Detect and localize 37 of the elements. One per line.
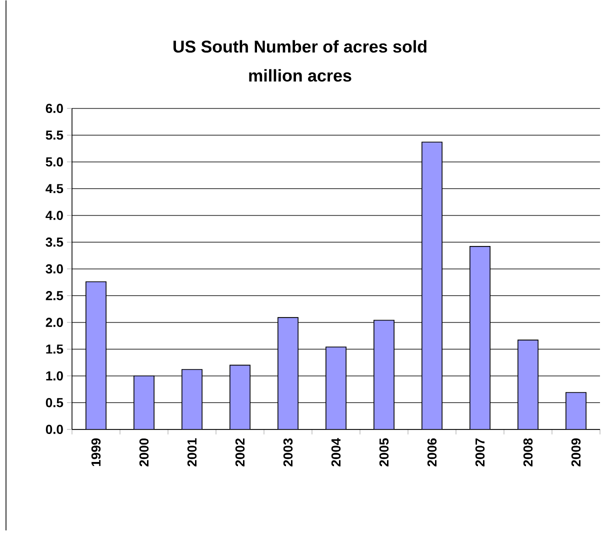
- bar: [278, 317, 298, 430]
- y-tick-label: 1.5: [46, 344, 64, 354]
- y-tick-label: 5.0: [46, 157, 63, 166]
- chart-title: US South Number of acres sold: [174, 40, 426, 52]
- y-tick-label: 3.5: [46, 237, 64, 247]
- bar: [326, 346, 346, 430]
- y-tick-label: 3.0: [46, 264, 63, 274]
- x-tick-label: 2004: [331, 438, 341, 466]
- y-tick-label: 2.0: [46, 318, 63, 327]
- bar: [182, 369, 202, 430]
- bar: [518, 340, 538, 430]
- bar: [566, 392, 586, 430]
- x-tick-label: 2009: [571, 438, 581, 466]
- y-tick-label: 2.5: [46, 290, 64, 300]
- bar: [374, 320, 394, 430]
- bar: [422, 142, 442, 430]
- bar: [230, 365, 250, 430]
- y-tick-label: 6.0: [46, 104, 63, 113]
- x-tick-label: 2000: [139, 438, 149, 466]
- chart-subtitle: million acres: [249, 68, 352, 82]
- x-tick-label: 2001: [187, 438, 197, 466]
- y-tick-label: 0.5: [46, 398, 64, 408]
- x-tick-label: 2005: [379, 438, 389, 466]
- x-tick-label: 1999: [91, 438, 101, 466]
- x-tick-label: 2002: [235, 438, 245, 466]
- bar: [470, 246, 490, 430]
- y-tick-label: 0.0: [46, 424, 63, 434]
- y-tick-label: 4.0: [46, 210, 63, 220]
- y-tick-label: 1.0: [46, 371, 63, 380]
- x-tick-label: 2006: [427, 438, 437, 466]
- bar: [86, 282, 106, 430]
- x-tick-label: 2008: [523, 438, 533, 466]
- x-tick-label: 2003: [283, 438, 293, 466]
- y-tick-label: 5.5: [46, 130, 64, 140]
- y-tick-label: 4.5: [46, 184, 64, 193]
- bar: [134, 376, 154, 430]
- x-tick-label: 2007: [475, 438, 485, 466]
